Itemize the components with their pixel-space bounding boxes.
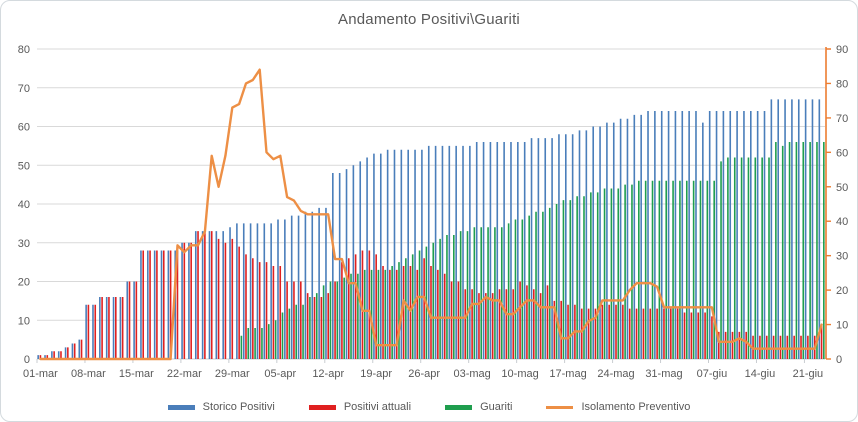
svg-text:10-mag: 10-mag [501,368,538,380]
svg-text:24-mag: 24-mag [597,368,634,380]
svg-text:60: 60 [18,122,30,134]
isolamento-preventivo-line-swatch-icon [546,405,574,409]
legend-label: Guariti [480,401,513,413]
svg-text:20: 20 [18,277,30,289]
svg-text:29-mar: 29-mar [215,368,250,380]
svg-text:0: 0 [836,354,842,366]
svg-text:80: 80 [836,78,848,90]
svg-text:15-mar: 15-mar [119,368,154,380]
svg-text:26-apr: 26-apr [408,368,440,380]
svg-text:80: 80 [18,44,30,56]
guariti-swatch-icon [445,404,473,410]
svg-text:22-mar: 22-mar [167,368,202,380]
svg-text:0: 0 [24,354,30,366]
svg-text:30: 30 [836,251,848,263]
legend-label: Isolamento Preventivo [581,401,691,413]
legend: Storico Positivi Positivi attuali Guarit… [1,401,857,413]
svg-text:40: 40 [18,199,30,211]
svg-text:14-giu: 14-giu [745,368,776,380]
svg-text:12-apr: 12-apr [312,368,344,380]
svg-text:19-apr: 19-apr [360,368,392,380]
svg-text:70: 70 [836,113,848,125]
svg-text:50: 50 [836,182,848,194]
svg-text:50: 50 [18,160,30,172]
svg-text:21-giu: 21-giu [793,368,824,380]
legend-label: Storico Positivi [202,401,275,413]
legend-label: Positivi attuali [343,401,412,413]
svg-text:40: 40 [836,216,848,228]
chart-title: Andamento Positivi\Guariti [338,11,520,28]
svg-text:03-mag: 03-mag [453,368,490,380]
svg-text:01-mar: 01-mar [23,368,58,380]
svg-text:60: 60 [836,147,848,159]
svg-text:08-mar: 08-mar [71,368,106,380]
svg-text:17-mag: 17-mag [549,368,586,380]
svg-text:10: 10 [836,320,848,332]
storico-positivi-swatch-icon [167,404,195,410]
svg-text:07-giu: 07-giu [697,368,728,380]
svg-text:90: 90 [836,44,848,56]
svg-text:10: 10 [18,315,30,327]
svg-text:31-mag: 31-mag [645,368,682,380]
positivi-attuali-swatch-icon [308,404,336,410]
legend-item-guariti: Guariti [445,401,512,413]
legend-item-storico-positivi: Storico Positivi [167,401,275,413]
svg-text:20: 20 [836,285,848,297]
legend-item-isolamento-preventivo: Isolamento Preventivo [546,401,690,413]
svg-text:30: 30 [18,238,30,250]
svg-text:05-apr: 05-apr [264,368,296,380]
svg-text:70: 70 [18,83,30,95]
legend-item-positivi-attuali: Positivi attuali [308,401,412,413]
